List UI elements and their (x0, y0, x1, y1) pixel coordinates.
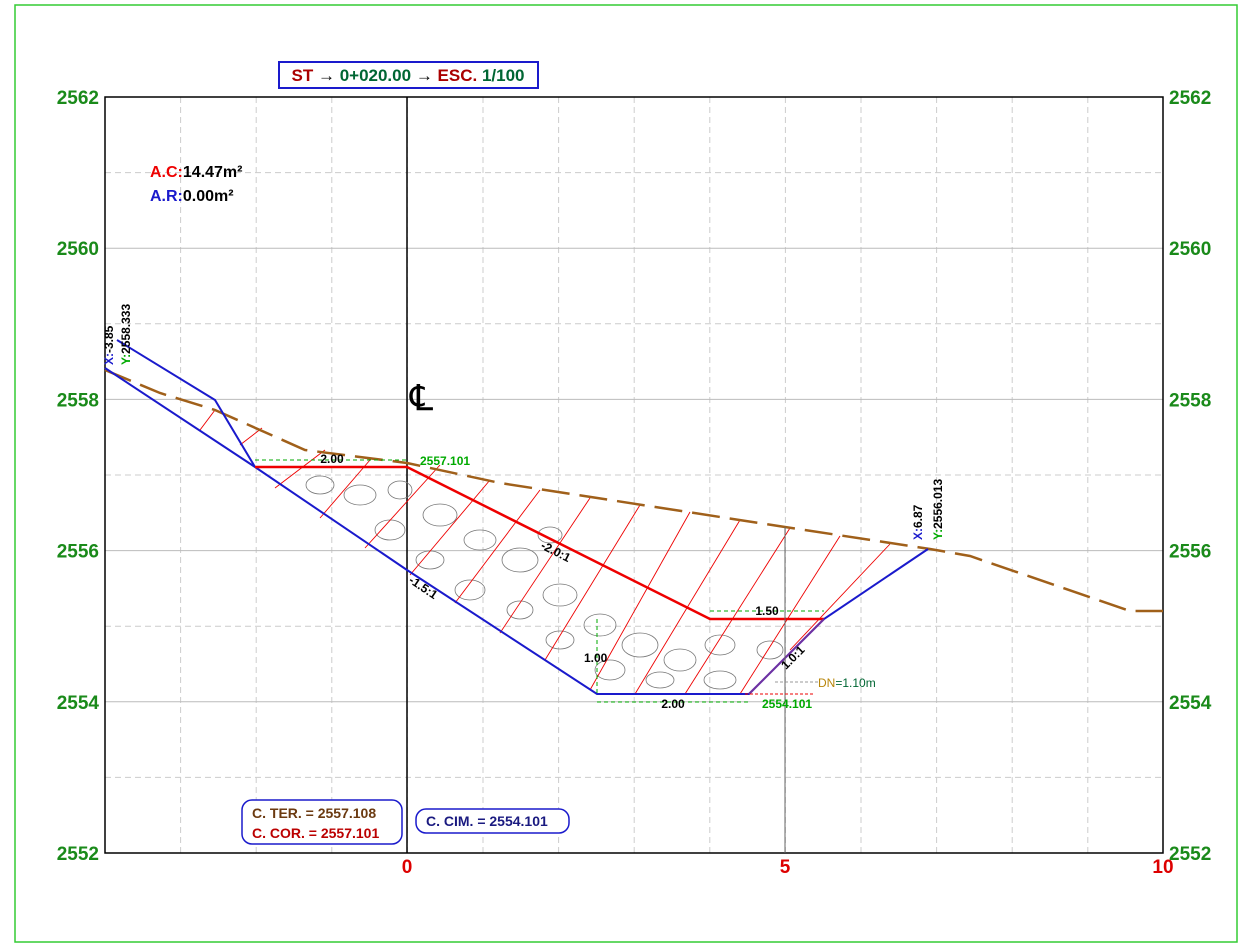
fill-slope (116, 339, 256, 468)
centerline-symbol: ℄ (409, 377, 433, 418)
x-tick: 0 (402, 857, 413, 878)
dn: DN=1.10m (818, 676, 876, 690)
axis-labels: 2552 2552 2554 2554 2556 2556 2558 2558 2560 2560… (57, 88, 1212, 878)
y-tick-left: 2554 (57, 693, 100, 714)
depth: 1.00 (584, 651, 608, 665)
y-tick-right: 2562 (1169, 88, 1211, 109)
border (14, 4, 1238, 943)
elev-box (241, 799, 403, 845)
bottom-elev-box: C. CIM. = 2554.101 (426, 813, 548, 829)
cut-area: A.C:14.47m² (150, 164, 242, 181)
left-x: X:-3.85 (102, 325, 116, 365)
left-y: Y:2558.333 (119, 304, 133, 365)
terrain-line (104, 368, 1163, 613)
title-box (278, 61, 539, 89)
right-slope (748, 618, 825, 695)
top-elev: 2557.101 (420, 454, 470, 468)
bottom-width: 2.00 (661, 697, 685, 711)
cut-hatching (199, 409, 891, 695)
y-tick-left: 2562 (57, 88, 99, 109)
y-tick-right: 2552 (1169, 844, 1211, 865)
rock-fill (305, 475, 784, 690)
title: ST → 0+020.00 → ESC. 1/100 (291, 66, 524, 85)
y-tick-left: 2558 (57, 390, 99, 411)
y-tick-left: 2552 (57, 844, 99, 865)
cim-box (415, 808, 570, 834)
fill-area: A.R:0.00m² (150, 188, 234, 205)
y-tick-left: 2560 (57, 239, 99, 260)
right-x: X:6.87 (911, 504, 925, 540)
x-tick: 5 (780, 857, 791, 878)
right-y: Y:2556.013 (931, 479, 945, 540)
terrain-elev: C. TER. = 2557.108 (252, 805, 376, 821)
grid (105, 97, 1163, 853)
y-tick-right: 2560 (1169, 239, 1211, 260)
plot-frame (104, 96, 1164, 854)
bottom-elev: 2554.101 (762, 697, 812, 711)
y-tick-right: 2556 (1169, 542, 1211, 563)
berm-width: 1.50 (755, 604, 779, 618)
y-tick-right: 2554 (1169, 693, 1212, 714)
y-tick-left: 2556 (57, 542, 99, 563)
dim-lines (255, 459, 824, 703)
design-line (255, 465, 824, 621)
design-elev: C. COR. = 2557.101 (252, 825, 379, 841)
x-tick: 10 (1152, 857, 1173, 878)
y-tick-right: 2558 (1169, 390, 1211, 411)
top-width: 2.00 (320, 452, 344, 466)
slope-fill: -1.5:1 (406, 573, 440, 602)
